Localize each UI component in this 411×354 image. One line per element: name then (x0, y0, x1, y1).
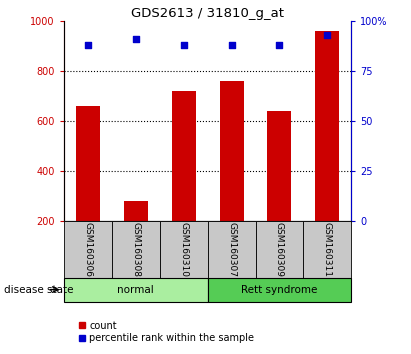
Bar (256, 221, 303, 278)
Bar (159, 221, 208, 278)
Point (324, 33, 331, 38)
Text: GSM160307: GSM160307 (227, 222, 236, 277)
Bar (315, 31, 339, 221)
Text: GSM160306: GSM160306 (83, 222, 92, 277)
Point (276, 42, 283, 48)
Point (228, 42, 235, 48)
Bar (64, 278, 208, 302)
Point (132, 36, 139, 42)
Text: normal: normal (117, 285, 154, 295)
Bar (208, 221, 256, 278)
Bar (208, 278, 351, 302)
Bar (64, 221, 112, 278)
Bar (172, 91, 196, 221)
Bar (76, 106, 100, 221)
Title: GDS2613 / 31810_g_at: GDS2613 / 31810_g_at (131, 7, 284, 20)
Text: GSM160308: GSM160308 (131, 222, 140, 277)
Bar (268, 111, 291, 221)
Point (180, 42, 187, 48)
Bar (303, 221, 351, 278)
Bar (124, 201, 148, 221)
Bar (112, 221, 159, 278)
Text: Rett syndrome: Rett syndrome (241, 285, 318, 295)
Point (84, 42, 91, 48)
Text: disease state: disease state (4, 285, 74, 295)
Legend: count, percentile rank within the sample: count, percentile rank within the sample (75, 317, 258, 347)
Text: GSM160309: GSM160309 (275, 222, 284, 277)
Bar (219, 81, 243, 221)
Text: GSM160310: GSM160310 (179, 222, 188, 277)
Text: GSM160311: GSM160311 (323, 222, 332, 277)
